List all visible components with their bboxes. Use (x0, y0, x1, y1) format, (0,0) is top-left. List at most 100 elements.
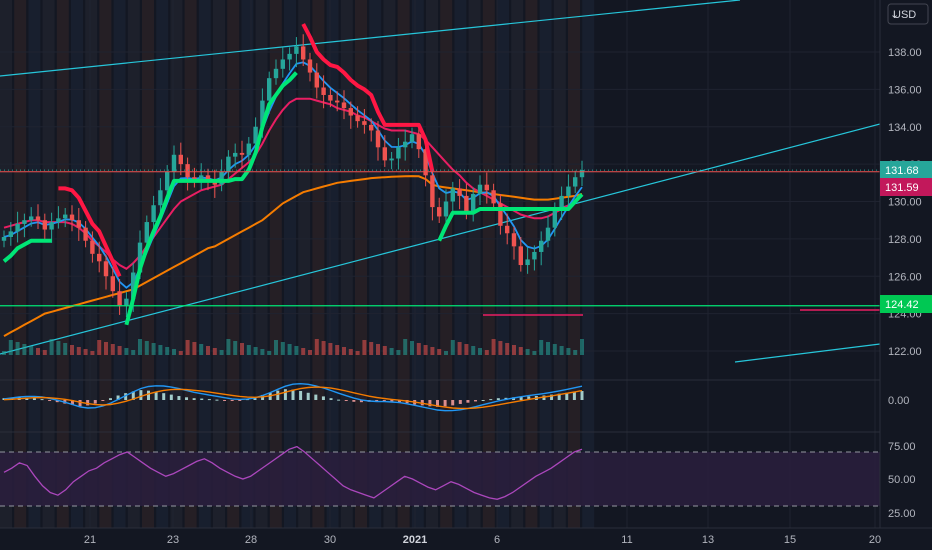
volume-bar (240, 343, 244, 355)
currency-button[interactable]: USD ⌄ (887, 3, 929, 25)
date-tick-label: 15 (784, 534, 796, 546)
volume-bar (70, 345, 74, 355)
horizontal-levels (0, 169, 880, 316)
macd-bar (542, 395, 546, 400)
volume-bar (552, 344, 557, 355)
macd-bar (32, 398, 36, 400)
session-band (411, 0, 424, 528)
macd-bar (48, 400, 52, 401)
candle-body (185, 164, 190, 178)
candle-body (579, 170, 585, 178)
volume-bar (559, 346, 564, 355)
date-tick-label: 23 (167, 534, 179, 546)
candle-body (477, 184, 483, 195)
volume-bar (376, 344, 380, 355)
candle-body (498, 203, 503, 226)
session-band (198, 0, 211, 528)
volume-bar (566, 348, 571, 355)
candle-body (511, 233, 517, 247)
rsi-tick-label: 75.00 (888, 441, 916, 453)
macd-bar (101, 400, 105, 401)
price-axis[interactable]: 138.00136.00134.00132.00130.00128.00126.… (879, 0, 932, 528)
volume-bar (512, 345, 516, 355)
candle-body (158, 190, 163, 206)
macd-pane[interactable] (0, 379, 880, 412)
session-band (340, 0, 353, 528)
macd-bar (139, 390, 143, 400)
volume-bar (90, 351, 95, 355)
candle-body (8, 231, 13, 238)
volume-bar (437, 349, 442, 355)
candle-body (253, 126, 258, 144)
macd-bar (147, 390, 150, 400)
session-band (0, 0, 12, 528)
signal-line (3, 386, 583, 410)
candle-body (178, 154, 183, 165)
price-tag-label: 124.42 (885, 299, 919, 311)
macd-bar (443, 400, 447, 407)
macd-bar (253, 397, 257, 400)
volume-bar (308, 350, 312, 355)
macd-bar (565, 392, 569, 400)
date-tick-labels: 21 23 28 30 2021 6 11 13 15 20 (84, 534, 881, 546)
candle-body (566, 186, 571, 196)
volume-bar (525, 349, 530, 355)
candle-body (42, 220, 47, 230)
candle-body (491, 190, 496, 204)
macd-bar (344, 400, 348, 401)
candle-body (29, 216, 34, 221)
price-pane[interactable] (0, 0, 881, 363)
price-tick-label: 126.00 (888, 271, 922, 283)
session-band (553, 0, 566, 528)
rsi-pane[interactable] (0, 431, 880, 507)
rsi-tick-labels: 75.00 50.00 25.00 (888, 441, 916, 520)
candle-body (396, 147, 401, 159)
session-band (397, 0, 410, 528)
volume-bar (321, 341, 326, 355)
session-band (85, 0, 98, 528)
supertrend-segment (301, 23, 435, 173)
candle-body (552, 208, 557, 228)
volume-bar (478, 348, 482, 355)
volume-bar (348, 349, 353, 355)
date-tick-label: 20 (869, 534, 881, 546)
volume-bar (539, 340, 544, 355)
volume-bar (389, 348, 394, 355)
candle-body (205, 175, 211, 180)
supertrend-segment (2, 238, 52, 263)
date-tick-label: 21 (84, 534, 96, 546)
candle-body (341, 102, 347, 109)
macd-bar (337, 399, 341, 401)
volume-bar (219, 350, 224, 355)
candle-body (450, 188, 455, 202)
date-tick-label: 28 (245, 534, 257, 546)
volume-bar (206, 346, 210, 355)
macd-bar (230, 400, 234, 401)
date-tick-label: 2021 (403, 534, 427, 546)
session-band (156, 0, 169, 528)
volume-bar (403, 339, 408, 355)
macd-bar (177, 396, 181, 400)
time-axis[interactable]: 21 23 28 30 2021 6 11 13 15 20 (0, 527, 932, 546)
candle-body (464, 195, 469, 213)
volume-bar (97, 340, 102, 355)
volume-bar (280, 342, 285, 355)
candle-body (518, 246, 523, 266)
session-band (184, 0, 197, 528)
volume-bar (471, 346, 476, 355)
session-band (28, 0, 41, 528)
volume-bar (178, 351, 183, 355)
macd-bar (162, 393, 166, 400)
upper-channel-line (0, 0, 741, 77)
volume-bar (158, 345, 163, 355)
candle-body (83, 227, 88, 241)
supertrend-segment (437, 193, 584, 242)
macd-bar (329, 398, 333, 400)
macd-bar (55, 400, 59, 403)
macd-bar (238, 400, 242, 401)
candle-body (505, 225, 510, 234)
volume-bar (498, 341, 503, 355)
session-band (454, 0, 467, 528)
volume-bar (355, 351, 360, 355)
